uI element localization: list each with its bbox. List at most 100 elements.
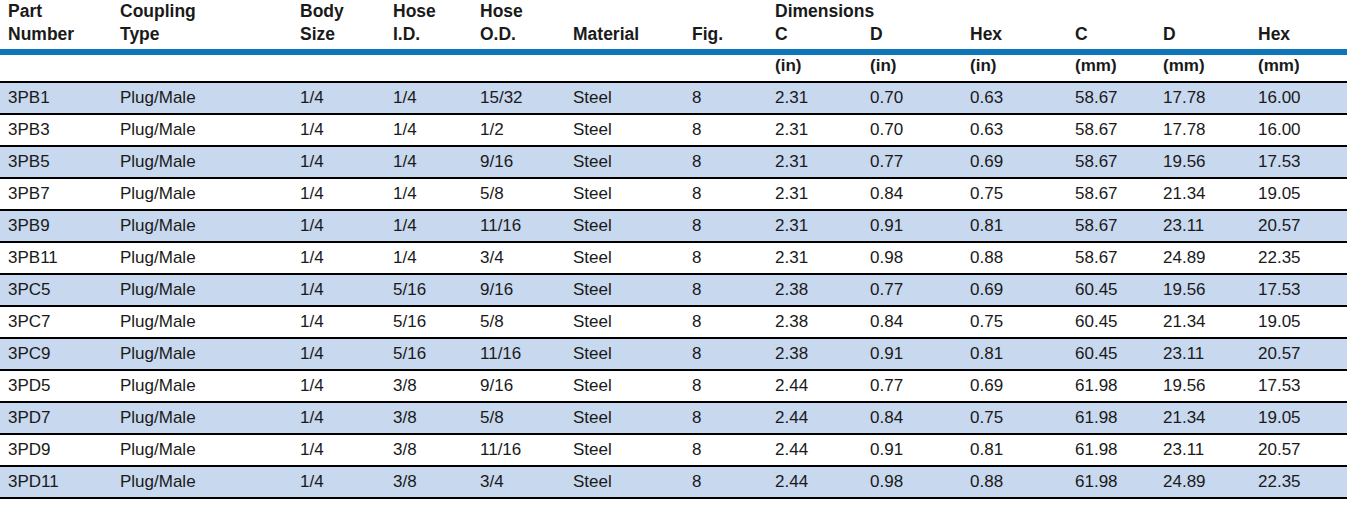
table-row: 3PB9Plug/Male1/41/411/16Steel82.310.910.… bbox=[0, 210, 1347, 242]
cell-hose-od: 15/32 bbox=[480, 82, 573, 114]
cell-d-mm: 17.78 bbox=[1163, 82, 1258, 114]
cell-fig: 8 bbox=[692, 146, 775, 178]
cell-fig: 8 bbox=[692, 402, 775, 434]
unit-cell bbox=[573, 52, 692, 82]
cell-hex-in: 0.69 bbox=[970, 370, 1075, 402]
cell-hex-mm: 19.05 bbox=[1258, 306, 1347, 338]
cell-part-number: 3PB1 bbox=[0, 82, 120, 114]
cell-c-mm: 58.67 bbox=[1075, 146, 1163, 178]
dimensions-group-label: Dimensions bbox=[775, 0, 870, 23]
cell-coupling-type: Plug/Male bbox=[120, 370, 300, 402]
table-row: 3PB5Plug/Male1/41/49/16Steel82.310.770.6… bbox=[0, 146, 1347, 178]
cell-hose-id: 1/4 bbox=[393, 210, 480, 242]
cell-hose-od: 5/8 bbox=[480, 306, 573, 338]
cell-part-number: 3PD5 bbox=[0, 370, 120, 402]
cell-coupling-type: Plug/Male bbox=[120, 178, 300, 210]
cell-coupling-type: Plug/Male bbox=[120, 434, 300, 466]
cell-material: Steel bbox=[573, 178, 692, 210]
cell-part-number: 3PC9 bbox=[0, 338, 120, 370]
col-header-label: Material bbox=[573, 23, 692, 46]
cell-body-size: 1/4 bbox=[300, 434, 393, 466]
cell-c-in: 2.38 bbox=[775, 306, 870, 338]
cell-d-mm: 23.11 bbox=[1163, 338, 1258, 370]
table-row: 3PB11Plug/Male1/41/43/4Steel82.310.980.8… bbox=[0, 242, 1347, 274]
cell-hose-id: 5/16 bbox=[393, 338, 480, 370]
cell-material: Steel bbox=[573, 306, 692, 338]
col-header-label: Fig. bbox=[692, 23, 775, 46]
cell-fig: 8 bbox=[692, 82, 775, 114]
cell-part-number: 3PB7 bbox=[0, 178, 120, 210]
unit-cell: (mm) bbox=[1075, 52, 1163, 82]
cell-d-mm: 19.56 bbox=[1163, 370, 1258, 402]
cell-part-number: 3PB9 bbox=[0, 210, 120, 242]
units-row: (in) (in) (in) (mm) (mm) (mm) bbox=[0, 52, 1347, 82]
cell-d-in: 0.70 bbox=[870, 82, 970, 114]
cell-body-size: 1/4 bbox=[300, 466, 393, 498]
cell-material: Steel bbox=[573, 82, 692, 114]
cell-hose-od: 5/8 bbox=[480, 178, 573, 210]
cell-c-mm: 60.45 bbox=[1075, 306, 1163, 338]
cell-hose-id: 1/4 bbox=[393, 242, 480, 274]
col-header-label: Body Size bbox=[300, 0, 393, 46]
col-header-label: Hose O.D. bbox=[480, 0, 573, 46]
table-row: 3PC9Plug/Male1/45/1611/16Steel82.380.910… bbox=[0, 338, 1347, 370]
cell-c-mm: 58.67 bbox=[1075, 82, 1163, 114]
cell-hose-od: 9/16 bbox=[480, 370, 573, 402]
cell-hose-id: 5/16 bbox=[393, 274, 480, 306]
cell-hose-id: 1/4 bbox=[393, 146, 480, 178]
cell-c-mm: 60.45 bbox=[1075, 274, 1163, 306]
cell-material: Steel bbox=[573, 274, 692, 306]
cell-hose-id: 5/16 bbox=[393, 306, 480, 338]
cell-d-in: 0.84 bbox=[870, 306, 970, 338]
cell-hex-in: 0.63 bbox=[970, 82, 1075, 114]
unit-cell bbox=[120, 52, 300, 82]
cell-fig: 8 bbox=[692, 210, 775, 242]
cell-fig: 8 bbox=[692, 466, 775, 498]
table-row: 3PD5Plug/Male1/43/89/16Steel82.440.770.6… bbox=[0, 370, 1347, 402]
cell-body-size: 1/4 bbox=[300, 306, 393, 338]
cell-d-mm: 19.56 bbox=[1163, 146, 1258, 178]
cell-hose-od: 9/16 bbox=[480, 146, 573, 178]
cell-coupling-type: Plug/Male bbox=[120, 146, 300, 178]
cell-c-mm: 58.67 bbox=[1075, 210, 1163, 242]
table-row: 3PD7Plug/Male1/43/85/8Steel82.440.840.75… bbox=[0, 402, 1347, 434]
cell-hose-id: 1/4 bbox=[393, 82, 480, 114]
cell-material: Steel bbox=[573, 434, 692, 466]
col-header-label: Hex bbox=[970, 23, 1075, 46]
cell-hose-od: 5/8 bbox=[480, 402, 573, 434]
col-header-hose-id: Hose I.D. bbox=[393, 0, 480, 52]
cell-fig: 8 bbox=[692, 434, 775, 466]
cell-c-in: 2.31 bbox=[775, 146, 870, 178]
table-row: 3PC5Plug/Male1/45/169/16Steel82.380.770.… bbox=[0, 274, 1347, 306]
table-row: 3PD9Plug/Male1/43/811/16Steel82.440.910.… bbox=[0, 434, 1347, 466]
table-header: Part Number Coupling Type Body Size Hose… bbox=[0, 0, 1347, 82]
cell-hex-mm: 20.57 bbox=[1258, 434, 1347, 466]
cell-c-in: 2.38 bbox=[775, 274, 870, 306]
cell-material: Steel bbox=[573, 146, 692, 178]
col-header-material: Material bbox=[573, 0, 692, 52]
cell-part-number: 3PD7 bbox=[0, 402, 120, 434]
cell-hex-mm: 20.57 bbox=[1258, 210, 1347, 242]
cell-hose-od: 3/4 bbox=[480, 242, 573, 274]
cell-d-mm: 17.78 bbox=[1163, 114, 1258, 146]
cell-c-mm: 58.67 bbox=[1075, 178, 1163, 210]
cell-material: Steel bbox=[573, 242, 692, 274]
col-header-c-in: Dimensions C bbox=[775, 0, 870, 52]
col-header-d-in: D bbox=[870, 0, 970, 52]
cell-coupling-type: Plug/Male bbox=[120, 82, 300, 114]
table-row: 3PB3Plug/Male1/41/41/2Steel82.310.700.63… bbox=[0, 114, 1347, 146]
unit-cell bbox=[480, 52, 573, 82]
cell-fig: 8 bbox=[692, 242, 775, 274]
cell-hose-id: 3/8 bbox=[393, 466, 480, 498]
cell-material: Steel bbox=[573, 338, 692, 370]
cell-coupling-type: Plug/Male bbox=[120, 466, 300, 498]
cell-hex-in: 0.75 bbox=[970, 178, 1075, 210]
cell-part-number: 3PB3 bbox=[0, 114, 120, 146]
cell-d-in: 0.91 bbox=[870, 338, 970, 370]
unit-cell bbox=[300, 52, 393, 82]
cell-hex-in: 0.69 bbox=[970, 146, 1075, 178]
col-header-label: D bbox=[870, 23, 970, 46]
cell-body-size: 1/4 bbox=[300, 274, 393, 306]
cell-hex-mm: 20.57 bbox=[1258, 338, 1347, 370]
cell-coupling-type: Plug/Male bbox=[120, 338, 300, 370]
